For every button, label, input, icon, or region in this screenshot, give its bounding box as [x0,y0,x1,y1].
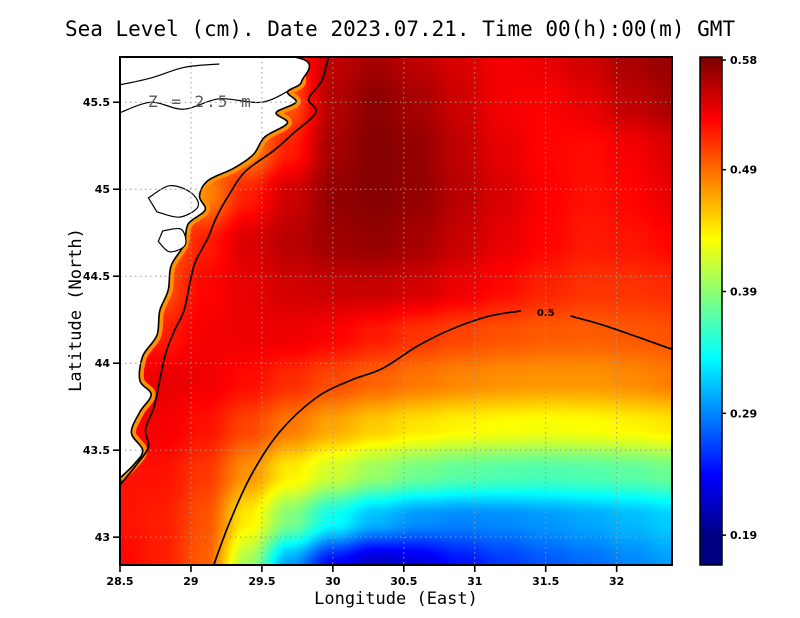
colorbar-tick-label: 0.39 [730,286,757,299]
x-tick-label: 31 [467,575,482,588]
x-tick-label: 29.5 [248,575,275,588]
gridlines [120,57,672,565]
x-tick-label: 31.5 [532,575,559,588]
y-tick-label: 44.5 [83,270,110,283]
lake [147,185,200,218]
y-tick-label: 43.5 [83,444,110,457]
colorbar-tick-label: 0.29 [730,407,757,420]
colorbar [699,56,723,566]
river [120,87,294,114]
chart-title: Sea Level (cm). Date 2023.07.21. Time 00… [64,17,736,41]
land-polygon [120,57,311,480]
map-layer: 0.5 [120,57,672,565]
x-tick-label: 30 [325,575,341,588]
y-tick-label: 45 [95,183,110,196]
contour-line [212,310,522,565]
x-tick-label: 30.5 [390,575,417,588]
plot-frame [119,56,673,566]
colorbar-tick-label: 0.49 [730,164,757,177]
river [120,63,220,86]
depth-annotation: Z = 2.5 m [148,92,253,111]
contour-line [570,315,672,351]
colorbar-tick-label: 0.19 [730,529,757,542]
y-tick-label: 43 [95,531,110,544]
y-tick-label: 44 [95,357,111,370]
x-tick-label: 32 [609,575,624,588]
x-axis-label: Longitude (East) [314,589,478,609]
y-tick-label: 45.5 [83,96,110,109]
contour-line [120,57,330,486]
x-tick-label: 29 [183,575,198,588]
x-tick-label: 28.5 [106,575,133,588]
contour-label: 0.5 [537,308,555,319]
lake [157,227,187,253]
colorbar-tick-label: 0.58 [730,54,757,67]
